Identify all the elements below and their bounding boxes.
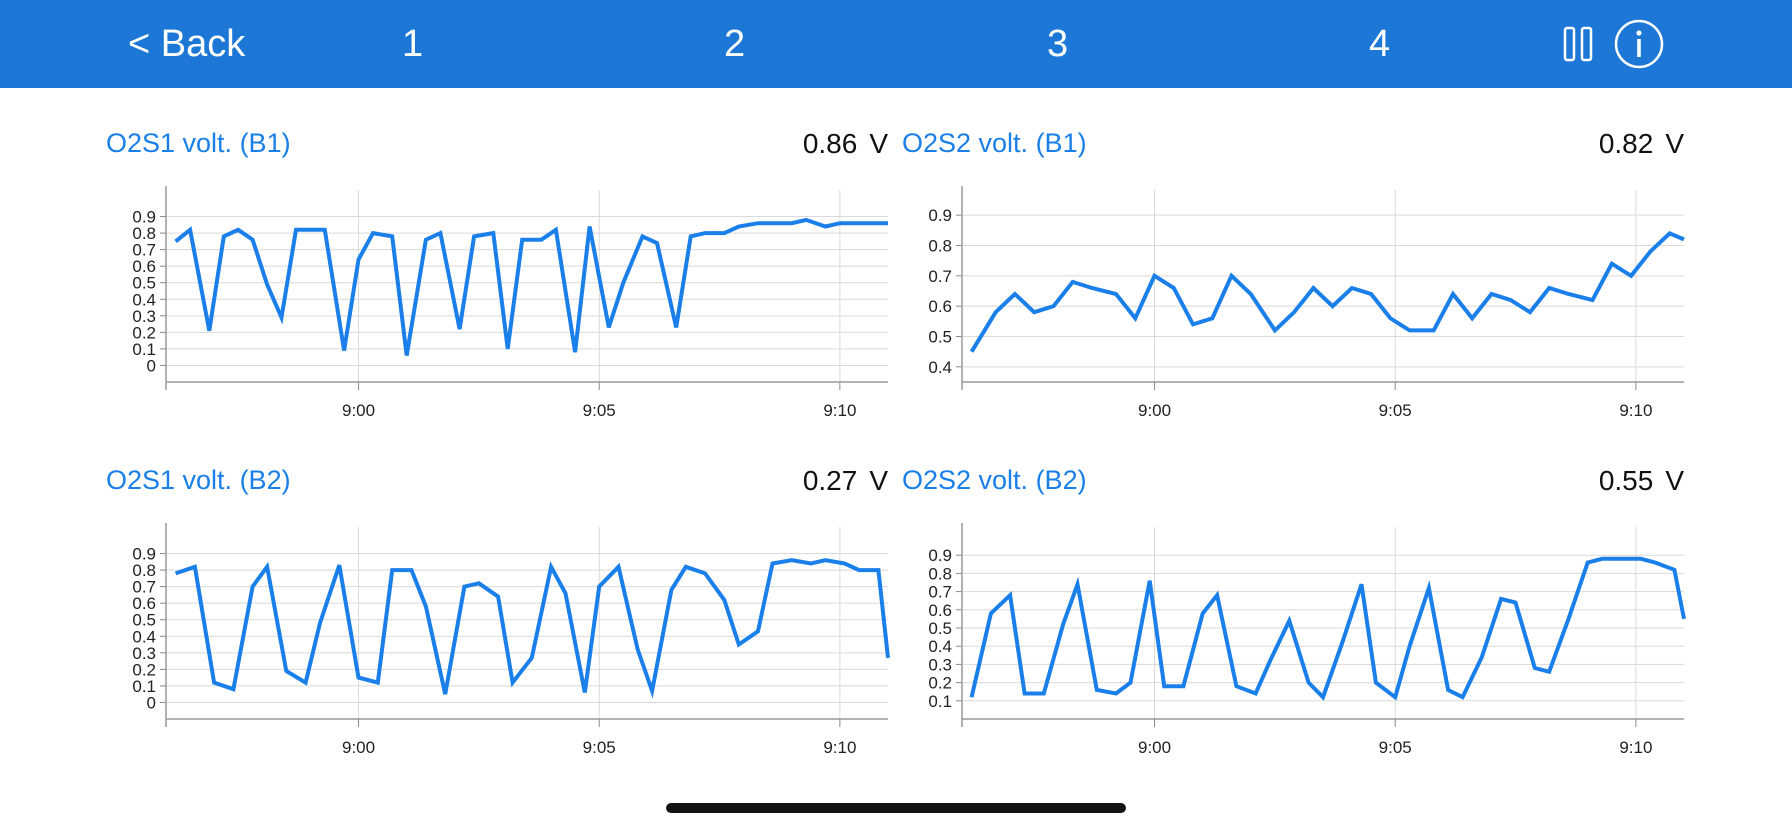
tab-2[interactable]: 2 (724, 23, 746, 65)
y-tick-label: 0.4 (132, 627, 156, 646)
y-tick-label: 0.6 (928, 297, 952, 316)
y-tick-label: 0.7 (132, 241, 156, 260)
y-tick-label: 0.3 (928, 655, 952, 674)
y-tick-label: 0.9 (132, 545, 156, 564)
line-chart: 0.90.80.70.60.50.40.30.20.10 9:00 9:05 9:10 (132, 523, 890, 757)
y-tick-label: 0.7 (928, 267, 952, 286)
panel-value: 0.27 V (803, 465, 888, 497)
pause-icon[interactable] (1563, 26, 1593, 62)
y-tick-label: 0.5 (928, 328, 952, 347)
chart-panel-o2s1-b2: 0.9 0.8 0.7 0.6 0.5 0.4 0.3 0.2 0.1 0 9:00 9:05 9:10… (90, 465, 890, 795)
panel-title: O2S1 volt. (B1) (106, 128, 291, 158)
value-unit: V (1665, 128, 1684, 159)
tab-4[interactable]: 4 (1369, 23, 1391, 65)
y-tick-label: 0.7 (132, 578, 156, 597)
y-tick-label: 0.4 (928, 637, 952, 656)
chart-panel-o2s2-b2: 0.9 0.8 0.7 0.6 0.5 0.4 0.3 0.2 0.1 9:00 9:05 9:10 … (886, 465, 1686, 795)
chart-panel-o2s1-b1: 0.9 0.8 0.7 0.6 0.5 0.4 0.3 0.2 0.1 0 9:00 9:05 9:10… (90, 128, 890, 458)
x-tick-label: 9:00 (1138, 738, 1171, 757)
x-tick-label: 9:10 (823, 401, 856, 420)
value-unit: V (869, 128, 888, 159)
panel-title: O2S2 volt. (B2) (902, 465, 1087, 495)
y-tick-label: 0 (147, 693, 156, 712)
value-number: 0.55 (1598, 465, 1654, 496)
x-tick-label: 9:10 (1619, 738, 1652, 757)
value-unit: V (1665, 465, 1684, 496)
series-line (174, 558, 890, 699)
x-tick-label: 9:05 (1379, 738, 1412, 757)
y-tick-label: 0.2 (928, 674, 952, 693)
y-tick-label: 0.2 (132, 660, 156, 679)
y-tick-label: 0.3 (132, 644, 156, 663)
y-tick-label: 0.9 (928, 206, 952, 225)
line-chart: 0.9 0.8 0.7 0.6 0.5 0.4 9:00 9:05 9:10 (928, 186, 1685, 420)
x-tick-label: 9:00 (1138, 401, 1171, 420)
value-number: 0.82 (1598, 128, 1654, 159)
info-icon[interactable] (1614, 19, 1664, 69)
panel-title: O2S2 volt. (B1) (902, 128, 1087, 158)
series-line (969, 231, 1685, 353)
tab-1[interactable]: 1 (402, 23, 424, 65)
y-tick-label: 0.1 (132, 677, 156, 696)
y-tick-label: 0.2 (132, 323, 156, 342)
y-tick-label: 0.4 (132, 290, 156, 309)
y-tick-label: 0.5 (132, 611, 156, 630)
panel-value: 0.86 V (803, 128, 888, 160)
chart-panel-o2s2-b1: 0.9 0.8 0.7 0.6 0.5 0.4 9:00 9:05 9:10 O2S2 volt… (886, 128, 1686, 458)
y-tick-label: 0.7 (928, 583, 952, 602)
top-nav-bar: < Back 1 2 3 4 (0, 0, 1792, 88)
x-tick-label: 9:00 (342, 738, 375, 757)
y-tick-label: 0.1 (132, 340, 156, 359)
y-tick-label: 0.6 (132, 594, 156, 613)
y-tick-label: 0.5 (928, 619, 952, 638)
panel-value: 0.55 V (1599, 465, 1684, 497)
x-tick-label: 9:05 (583, 738, 616, 757)
x-tick-label: 9:10 (1619, 401, 1652, 420)
x-tick-label: 9:05 (1379, 401, 1412, 420)
y-tick-label: 0.3 (132, 307, 156, 326)
y-tick-label: 0.8 (132, 224, 156, 243)
y-tick-label: 0.8 (928, 237, 952, 256)
panel-title: O2S1 volt. (B2) (106, 465, 291, 495)
y-tick-label: 0 (147, 356, 156, 375)
y-tick-label: 0.8 (132, 561, 156, 580)
series-line (174, 217, 888, 356)
y-tick-label: 0.9 (928, 546, 952, 565)
y-tick-label: 0.8 (928, 564, 952, 583)
panel-value: 0.82 V (1599, 128, 1684, 160)
y-tick-label: 0.6 (132, 257, 156, 276)
value-number: 0.86 (802, 128, 858, 159)
x-tick-label: 9:00 (342, 401, 375, 420)
y-tick-label: 0.1 (928, 692, 952, 711)
home-indicator[interactable] (666, 803, 1126, 813)
y-tick-label: 0.5 (132, 274, 156, 293)
x-tick-label: 9:05 (583, 401, 616, 420)
value-number: 0.27 (802, 465, 858, 496)
value-unit: V (869, 465, 888, 496)
tab-3[interactable]: 3 (1047, 23, 1069, 65)
x-tick-label: 9:10 (823, 738, 856, 757)
y-tick-label: 0.9 (132, 208, 156, 227)
back-button[interactable]: < Back (128, 23, 246, 65)
series-line (969, 556, 1686, 701)
line-chart: 0.90.80.70.60.50.40.30.20.10 9:00 9:05 9:10 (132, 186, 888, 420)
line-chart: 0.90.80.70.60.50.40.30.20.1 9:00 9:05 9:10 (928, 523, 1686, 757)
y-tick-label: 0.6 (928, 601, 952, 620)
y-tick-label: 0.4 (928, 358, 952, 377)
